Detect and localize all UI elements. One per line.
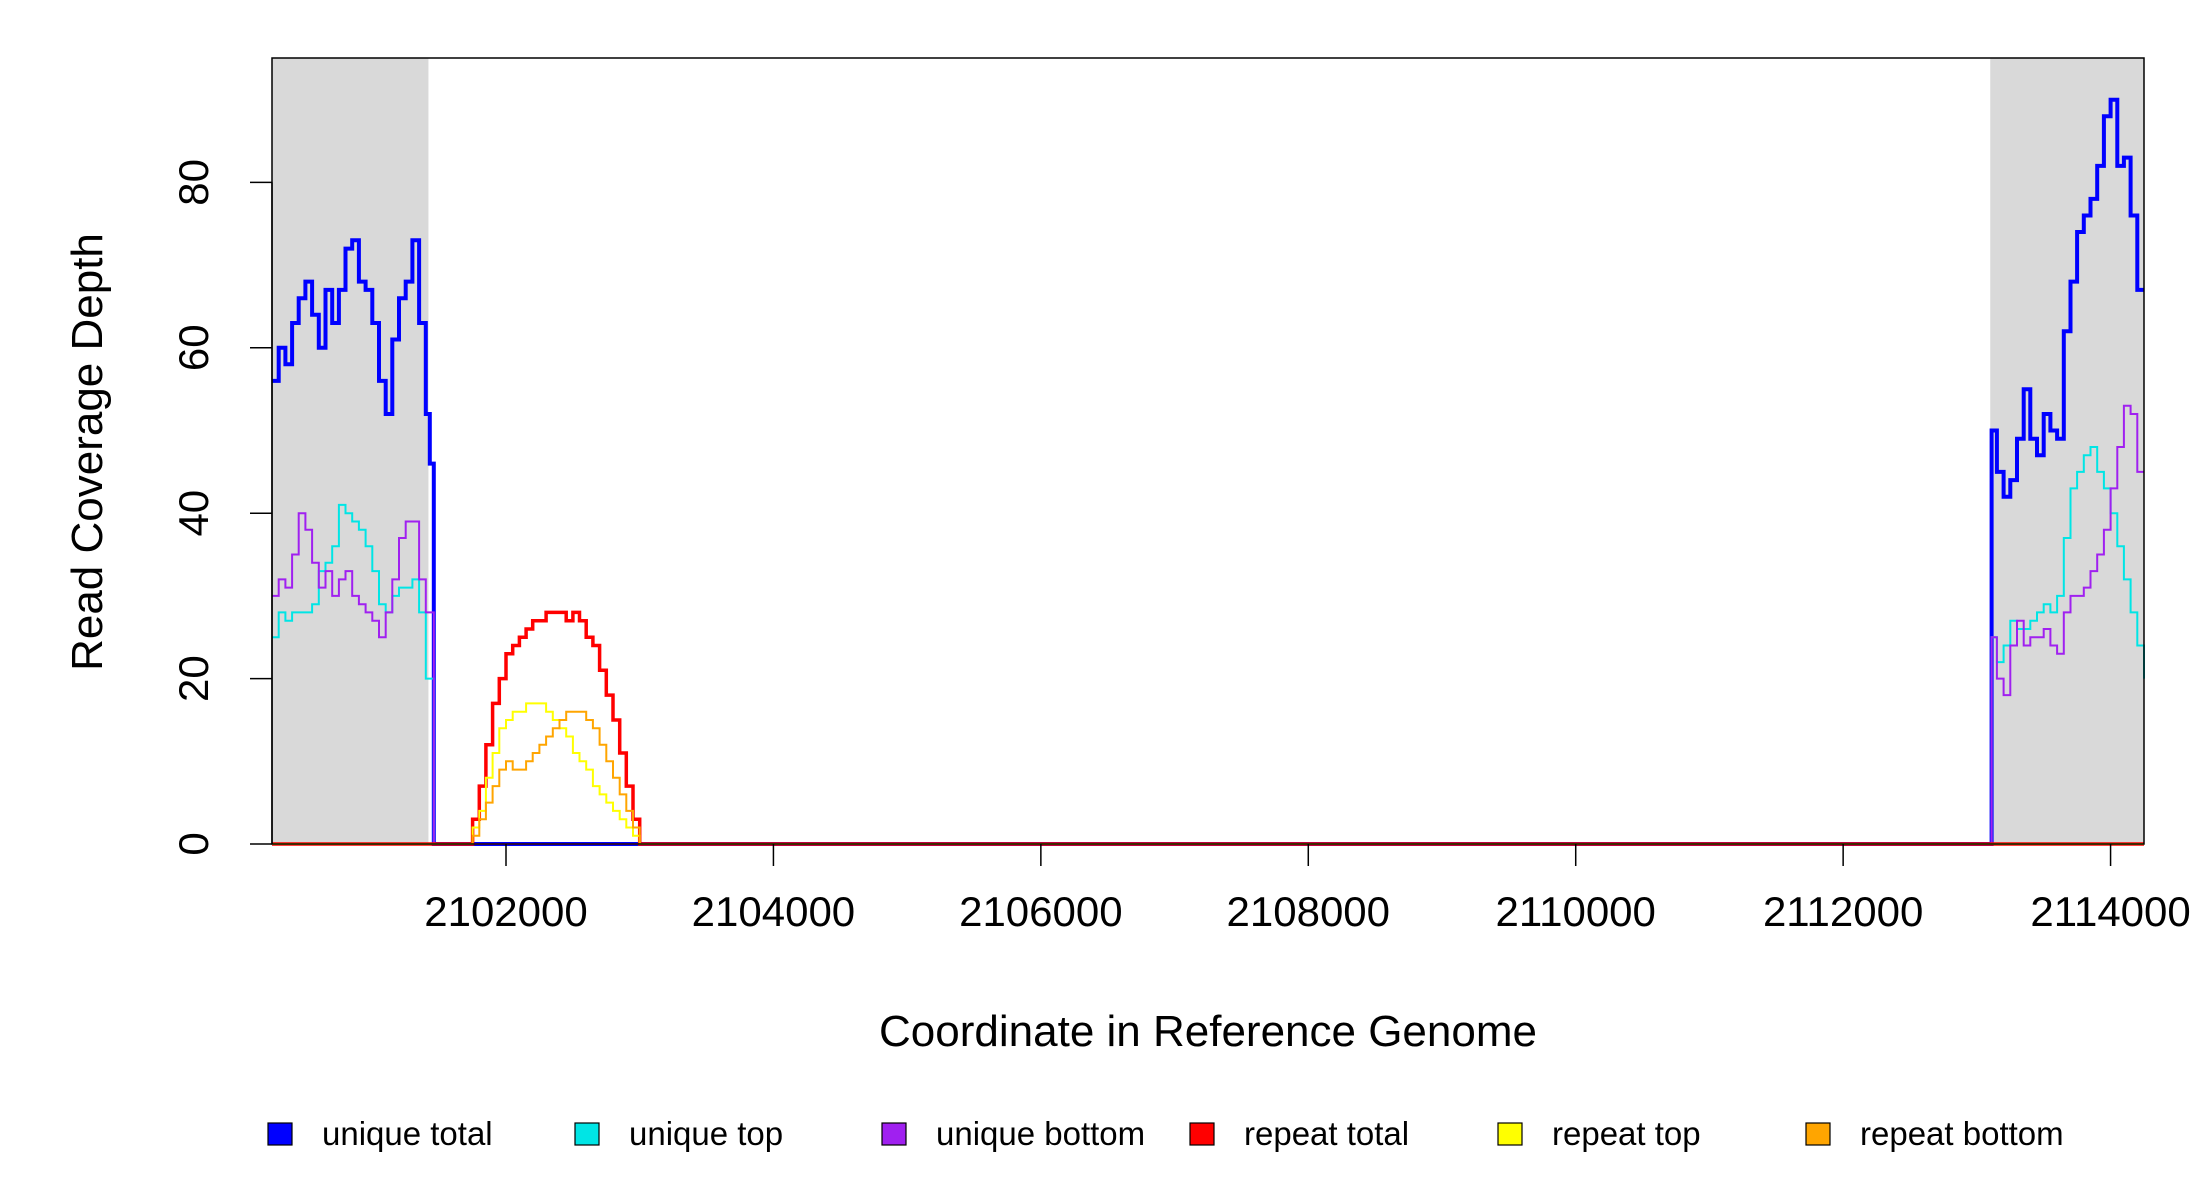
series-line-unique-top <box>272 446 2145 845</box>
x-tick-label-2104000: 2104000 <box>692 888 856 935</box>
legend-label-repeat-bottom: repeat bottom <box>1860 1115 2064 1152</box>
legend-label-unique-top: unique top <box>629 1115 783 1152</box>
shaded-region-1 <box>272 58 429 844</box>
legend: unique total unique top unique bottom repea… <box>267 1115 2064 1152</box>
y-tick-label-60: 60 <box>170 324 217 371</box>
y-tick-label-40: 40 <box>170 490 217 537</box>
series-line-repeat-total <box>272 610 2144 846</box>
x-tick-label-2108000: 2108000 <box>1227 888 1391 935</box>
x-tick-label-2114000: 2114000 <box>2030 888 2190 935</box>
x-tick-label-2102000: 2102000 <box>424 888 588 935</box>
shaded-region-2 <box>1990 58 2144 844</box>
legend-label-repeat-total: repeat total <box>1244 1115 1409 1152</box>
legend-swatch-unique-bottom <box>881 1122 907 1146</box>
series-line-unique-total <box>272 97 2144 846</box>
legend-swatch-repeat-total <box>1189 1122 1215 1146</box>
legend-swatch-repeat-top <box>1497 1122 1523 1146</box>
y-tick-label-80: 80 <box>170 159 217 206</box>
series-lines <box>272 97 2145 846</box>
legend-swatch-unique-total <box>267 1122 293 1146</box>
legend-swatch-repeat-bottom <box>1805 1122 1831 1146</box>
x-tick-label-2112000: 2112000 <box>1763 888 1923 935</box>
legend-label-unique-total: unique total <box>322 1115 493 1152</box>
shaded-regions <box>272 58 2144 844</box>
legend-label-repeat-top: repeat top <box>1552 1115 1701 1152</box>
axes: 2102000 2104000 2106000 2108000 2110000 21120… <box>170 159 2191 935</box>
legend-swatch-unique-top <box>574 1122 600 1146</box>
plot-frame <box>271 57 2145 845</box>
y-tick-label-0: 0 <box>170 832 217 855</box>
series-line-repeat-bottom <box>272 710 2144 845</box>
series-line-unique-bottom <box>272 404 2144 845</box>
y-tick-label-20: 20 <box>170 655 217 702</box>
legend-label-unique-bottom: unique bottom <box>936 1115 1145 1152</box>
y-axis-title: Read Coverage Depth <box>63 233 112 671</box>
series-line-repeat-top <box>272 702 2144 845</box>
x-tick-label-2106000: 2106000 <box>959 888 1123 935</box>
x-axis-title: Coordinate in Reference Genome <box>879 1007 1537 1056</box>
x-tick-label-2110000: 2110000 <box>1496 888 1656 935</box>
